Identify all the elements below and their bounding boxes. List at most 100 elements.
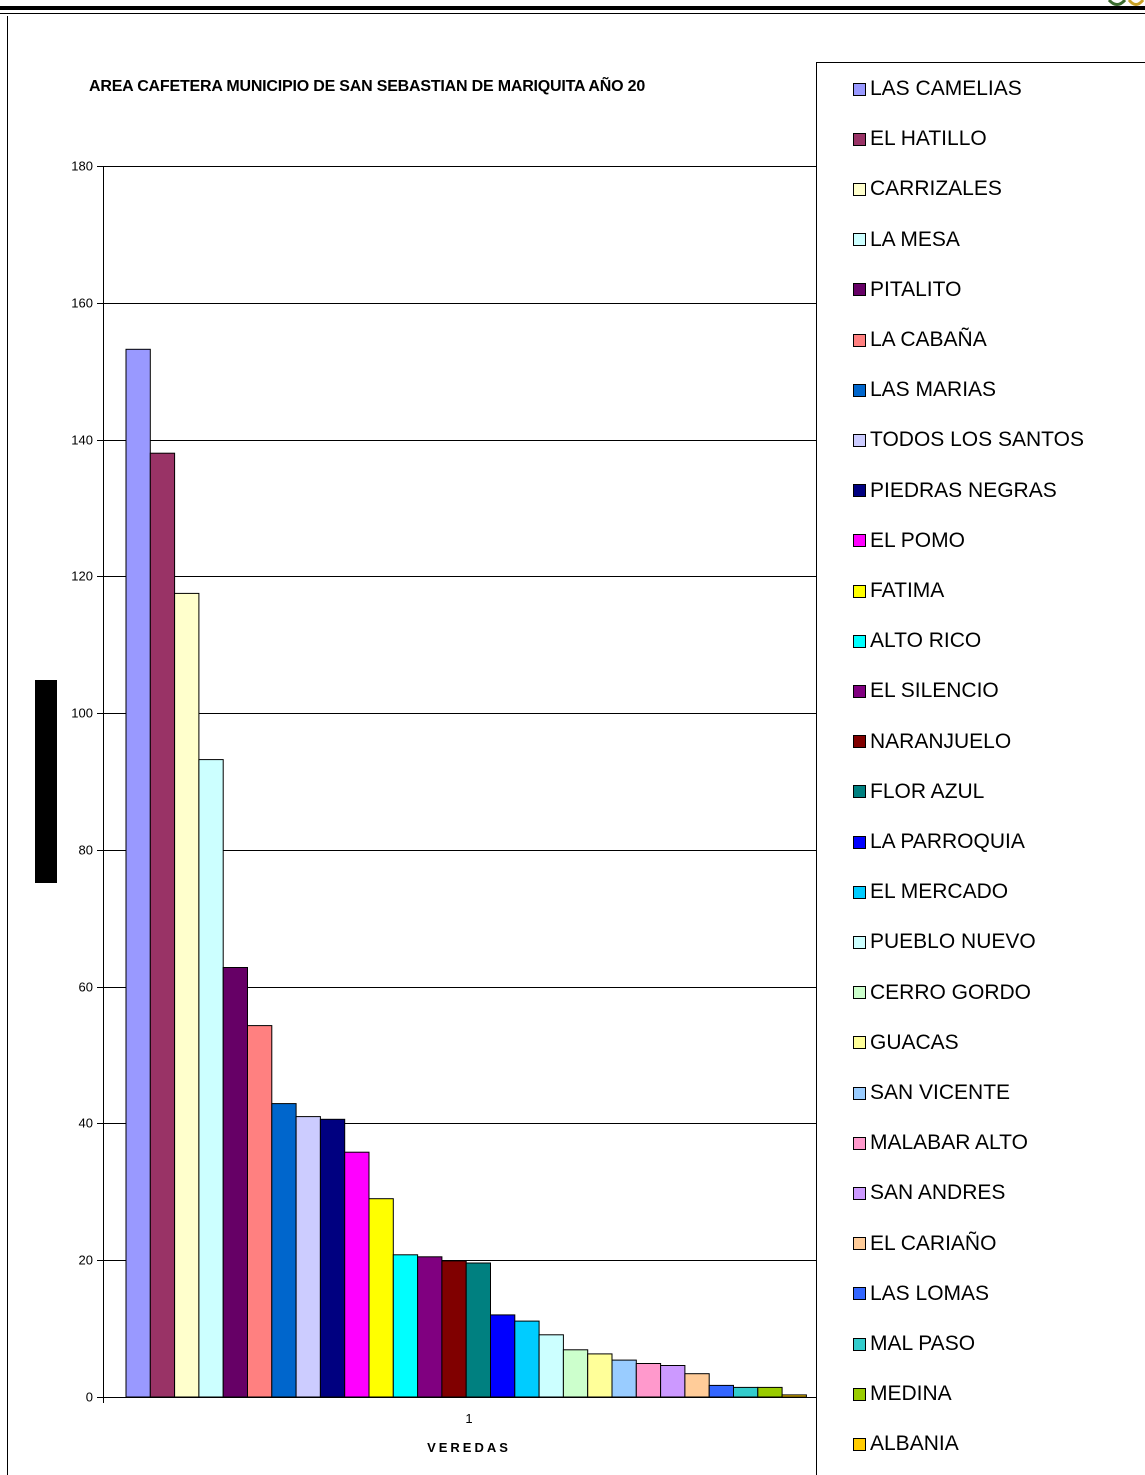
bar — [198, 759, 224, 1398]
legend-item: NARANJUELO — [853, 730, 1011, 754]
legend-item: TODOS LOS SANTOS — [853, 428, 1084, 452]
legend-item: ALTO RICO — [853, 629, 981, 653]
legend-swatch — [853, 1437, 866, 1451]
bar — [733, 1386, 759, 1398]
legend-label: ALTO RICO — [870, 629, 982, 653]
legend-label: EL HATILLO — [870, 127, 987, 151]
x-tick-label: 1 — [465, 1411, 472, 1426]
chart-title: AREA CAFETERA MUNICIPIO DE SAN SEBASTIAN… — [89, 78, 646, 95]
bar — [684, 1373, 710, 1398]
legend-swatch — [853, 132, 866, 146]
legend-item: EL MERCADO — [853, 880, 1008, 904]
legend-swatch — [853, 1086, 866, 1100]
legend-label: LA CABAÑA — [870, 328, 987, 351]
legend-item: MALABAR ALTO — [853, 1131, 1028, 1155]
bar — [781, 1394, 807, 1398]
legend-label: MEDINA — [870, 1382, 952, 1406]
bar — [247, 1025, 273, 1398]
bar — [757, 1386, 783, 1398]
legend-swatch — [853, 1337, 866, 1351]
legend-item: PITALITO — [853, 278, 961, 302]
legend-label: MALABAR ALTO — [870, 1131, 1028, 1155]
legend-item: EL POMO — [853, 529, 965, 553]
legend-item: EL CARIAÑO — [853, 1232, 996, 1256]
legend-swatch — [853, 935, 866, 949]
legend-label: ALBANIA — [870, 1432, 959, 1456]
bar — [392, 1254, 419, 1398]
legend-label: PUEBLO NUEVO — [870, 930, 1036, 954]
legend-item: LAS LOMAS — [853, 1282, 989, 1306]
legend-item: FLOR AZUL — [853, 780, 984, 804]
legend: LAS CAMELIAS EL HATILLO CARRIZALES LA MESA P… — [816, 62, 1145, 1475]
legend-label: LA MESA — [870, 227, 960, 251]
legend-item: LA CABAÑA — [853, 328, 987, 352]
bar — [417, 1256, 443, 1398]
legend-label: FLOR AZUL — [870, 779, 985, 803]
y-tick-label: 160 — [71, 296, 93, 311]
y-tick-label: 40 — [79, 1116, 93, 1131]
legend-item: SAN VICENTE — [853, 1081, 1010, 1105]
bar — [295, 1116, 321, 1398]
axes — [97, 166, 816, 1403]
page-frame-left — [7, 16, 8, 1475]
legend-label: FATIMA — [870, 579, 945, 602]
legend-swatch — [853, 684, 866, 698]
bar — [222, 967, 248, 1398]
legend-label: GUACAS — [870, 1030, 959, 1054]
legend-swatch — [853, 333, 866, 347]
legend-swatch — [853, 534, 866, 548]
legend-swatch — [853, 383, 866, 397]
y-tick-label: 120 — [71, 569, 93, 584]
legend-label: LAS MARIAS — [870, 378, 997, 402]
legend-item: LAS MARIAS — [853, 378, 996, 402]
legend-swatch — [853, 1237, 866, 1251]
legend-label: CERRO GORDO — [870, 980, 1032, 1004]
legend-swatch — [853, 433, 866, 447]
y-tick-label: 180 — [71, 159, 93, 174]
legend-swatch — [853, 634, 866, 648]
bar — [587, 1353, 613, 1398]
bar — [635, 1363, 662, 1398]
legend-item: CARRIZALES — [853, 177, 1002, 201]
bar — [660, 1365, 686, 1398]
bar — [125, 348, 151, 1398]
legend-item: LA MESA — [853, 228, 960, 252]
legend-item: FATIMA — [853, 579, 944, 603]
legend-item: GUACAS — [853, 1031, 959, 1055]
y-tick-label: 60 — [79, 980, 93, 995]
header-rule-thick — [0, 6, 1145, 10]
legend-swatch — [853, 584, 866, 598]
legend-label: EL SILENCIO — [870, 679, 999, 703]
legend-item: CERRO GORDO — [853, 981, 1031, 1005]
axis-title-redaction-bar — [35, 680, 57, 883]
y-tick-label: 80 — [79, 843, 93, 858]
legend-label: LAS CAMELIAS — [870, 77, 1022, 100]
bar — [611, 1359, 637, 1398]
legend-swatch — [853, 1186, 866, 1200]
y-tick-label: 0 — [86, 1390, 93, 1405]
legend-label: NARANJUELO — [870, 729, 1012, 753]
legend-item: PIEDRAS NEGRAS — [853, 479, 1057, 503]
legend-label: CARRIZALES — [870, 177, 1002, 201]
y-tick-label: 20 — [79, 1253, 93, 1268]
legend-label: LA PARROQUIA — [870, 830, 1025, 853]
legend-swatch — [853, 283, 866, 297]
bar — [149, 452, 176, 1398]
legend-item: ALBANIA — [853, 1432, 959, 1456]
legend-swatch — [853, 835, 866, 849]
legend-label: MAL PASO — [870, 1332, 976, 1355]
y-tick-label: 140 — [71, 433, 93, 448]
legend-item: LA PARROQUIA — [853, 830, 1025, 854]
legend-swatch — [853, 1287, 866, 1301]
legend-swatch — [853, 1387, 866, 1401]
bar — [271, 1103, 297, 1398]
legend-swatch — [853, 1136, 866, 1150]
legend-item: MEDINA — [853, 1382, 952, 1406]
legend-swatch — [853, 735, 866, 749]
legend-label: SAN VICENTE — [870, 1081, 1011, 1104]
bar — [319, 1118, 346, 1398]
legend-swatch — [853, 484, 866, 498]
legend-swatch — [853, 885, 866, 899]
